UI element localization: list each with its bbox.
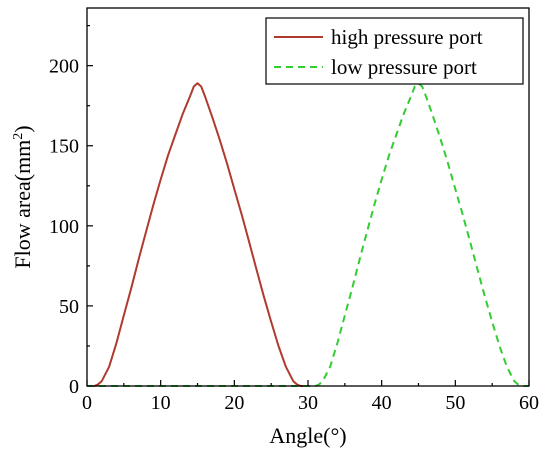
svg-text:Flow area(mm2): Flow area(mm2)	[10, 125, 35, 268]
x-tick-label: 10	[151, 392, 171, 414]
x-tick-label: 30	[298, 392, 318, 414]
y-axis-title-main: Flow area(mm	[10, 140, 35, 269]
plot-area: 0 10 20 30 40 50 60 0 50 100 150 200	[49, 7, 539, 414]
legend: high pressure port low pressure port	[265, 17, 524, 85]
series-line-2	[87, 82, 529, 387]
y-tick-label: 50	[59, 296, 79, 318]
y-tick-label: 100	[49, 216, 79, 238]
legend-box	[265, 17, 524, 85]
x-tick-label: 60	[519, 392, 539, 414]
series-line-1	[87, 82, 308, 387]
y-axis-title: Flow area(mm2)	[10, 125, 35, 268]
y-tick-label: 200	[49, 56, 79, 78]
x-tick-label: 40	[372, 392, 392, 414]
x-tick-label: 0	[82, 392, 92, 414]
legend-label-1: high pressure port	[331, 25, 483, 49]
x-axis-title: Angle(°)	[269, 423, 346, 448]
x-tick-label: 20	[224, 392, 244, 414]
x-tick-label: 50	[445, 392, 465, 414]
y-tick-label: 0	[69, 376, 79, 398]
legend-label-2: low pressure port	[331, 55, 477, 79]
y-tick-label: 150	[49, 136, 79, 158]
y-axis-title-superscript: 2	[11, 133, 26, 140]
y-axis-title-tail: )	[10, 125, 35, 132]
